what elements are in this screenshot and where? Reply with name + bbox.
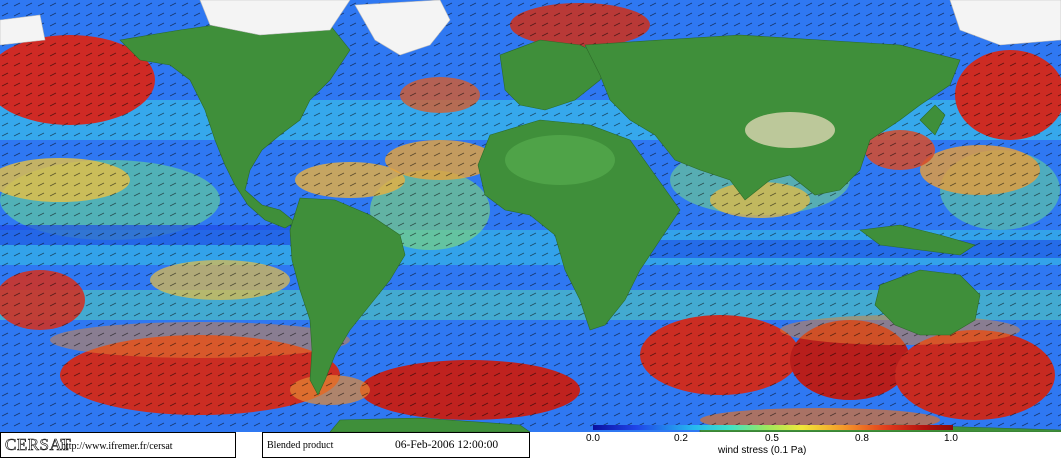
land-australia	[874, 269, 981, 336]
land-europe	[499, 39, 611, 111]
cersat-url: http://www.ifremer.fr/cersat	[61, 441, 173, 452]
land-desert	[505, 135, 615, 185]
land-japan	[919, 104, 946, 136]
wind-stress-map	[0, 0, 1061, 432]
scale-tick-label: 0.0	[586, 433, 600, 444]
ice-arctic	[199, 0, 351, 36]
product-box: Blended product 06-Feb-2006 12:00:00	[262, 432, 530, 458]
brand-box: CERSAT http://www.ifremer.fr/cersat	[0, 432, 236, 458]
scale-tick-label: 0.2	[674, 433, 688, 444]
ice-arctic-east	[949, 0, 1061, 46]
product-datetime: 06-Feb-2006 12:00:00	[395, 439, 499, 451]
land-indonesia	[859, 224, 976, 256]
scale-title: wind stress (0.1 Pa)	[718, 445, 807, 456]
land-plateau	[745, 112, 835, 148]
land-antarctica	[329, 417, 531, 432]
land-greenland	[354, 0, 451, 56]
land-masses	[0, 0, 1061, 432]
land-south-america	[289, 197, 406, 396]
scale-tick-label: 1.0	[944, 433, 958, 444]
product-label: Blended product	[267, 440, 334, 451]
land-north-america	[119, 19, 351, 229]
cersat-logo: CERSAT	[5, 435, 72, 455]
map-footer: CERSAT http://www.ifremer.fr/cersat Blen…	[0, 432, 1061, 462]
scale-tick-label: 0.5	[765, 433, 779, 444]
color-scale-bar	[593, 425, 953, 430]
scale-tick-label: 0.8	[855, 433, 869, 444]
ice-west	[0, 14, 46, 46]
map-canvas	[0, 0, 1061, 432]
